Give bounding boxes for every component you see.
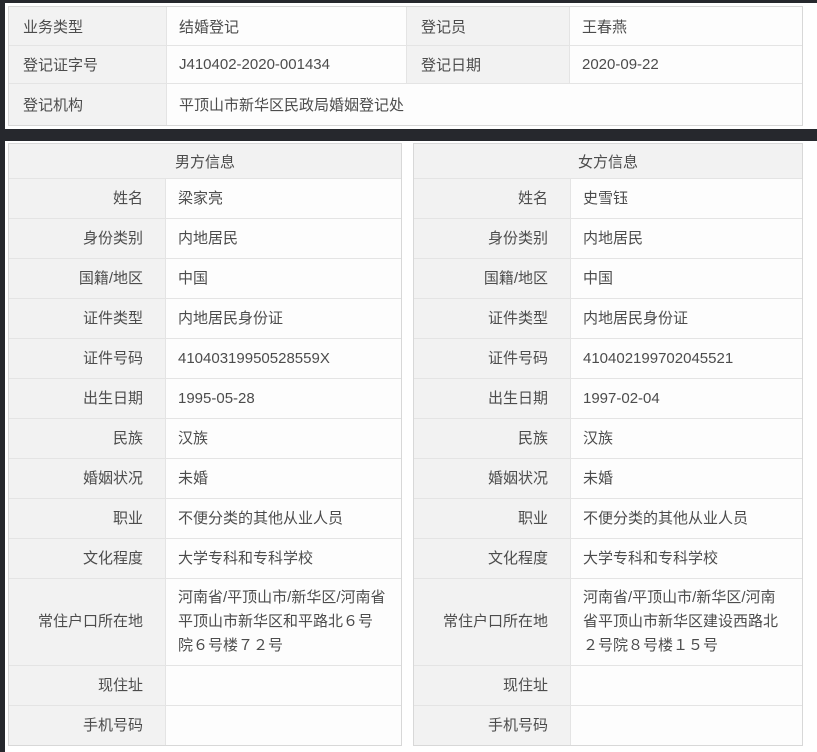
field-row: 民族 汉族 — [9, 419, 401, 459]
field-value: 汉族 — [166, 419, 401, 458]
field-label: 证件号码 — [414, 339, 571, 378]
field-row: 姓名 梁家亮 — [9, 179, 401, 219]
section-divider — [0, 129, 817, 141]
field-label: 婚姻状况 — [9, 459, 166, 498]
agency-value: 平顶山市新华区民政局婚姻登记处 — [166, 83, 802, 125]
field-label: 婚姻状况 — [414, 459, 571, 498]
field-row: 婚姻状况 未婚 — [9, 459, 401, 499]
field-value: 未婚 — [571, 459, 802, 498]
field-value: 41040319950528559X — [166, 339, 401, 378]
field-label: 证件类型 — [9, 299, 166, 338]
field-row: 国籍/地区 中国 — [9, 259, 401, 299]
field-row: 证件号码 410402199702045521 — [414, 339, 802, 379]
field-value: 1995-05-28 — [166, 379, 401, 418]
field-value: 内地居民 — [166, 219, 401, 258]
field-value: 内地居民身份证 — [166, 299, 401, 338]
field-value: 内地居民 — [571, 219, 802, 258]
field-value — [166, 706, 401, 745]
field-value: 410402199702045521 — [571, 339, 802, 378]
field-label: 职业 — [414, 499, 571, 538]
registrar-label: 登记员 — [406, 7, 569, 45]
cert-no-value: J410402-2020-001434 — [166, 45, 406, 83]
field-value: 未婚 — [166, 459, 401, 498]
business-type-label: 业务类型 — [9, 7, 166, 45]
field-row: 婚姻状况 未婚 — [414, 459, 802, 499]
agency-label: 登记机构 — [9, 83, 166, 125]
field-row: 国籍/地区 中国 — [414, 259, 802, 299]
cert-no-label: 登记证字号 — [9, 45, 166, 83]
field-row: 姓名 史雪钰 — [414, 179, 802, 219]
field-label: 文化程度 — [414, 539, 571, 578]
field-label: 文化程度 — [9, 539, 166, 578]
field-label: 出生日期 — [414, 379, 571, 418]
field-value: 大学专科和专科学校 — [571, 539, 802, 578]
field-label: 证件号码 — [9, 339, 166, 378]
field-row: 现住址 — [9, 666, 401, 706]
field-row: 现住址 — [414, 666, 802, 706]
field-label: 身份类别 — [414, 219, 571, 258]
field-value — [166, 666, 401, 705]
field-label: 民族 — [414, 419, 571, 458]
field-row: 常住户口所在地 河南省/平顶山市/新华区/河南省平顶山市新华区建设西路北２号院８… — [414, 579, 802, 666]
field-value: 不便分类的其他从业人员 — [166, 499, 401, 538]
field-row: 证件类型 内地居民身份证 — [9, 299, 401, 339]
groom-info-table: 男方信息 姓名 梁家亮 身份类别 内地居民 国籍/地区 中国 证件类型 内地居民… — [8, 143, 402, 746]
field-row: 身份类别 内地居民 — [414, 219, 802, 259]
field-row: 民族 汉族 — [414, 419, 802, 459]
bride-info-table: 女方信息 姓名 史雪钰 身份类别 内地居民 国籍/地区 中国 证件类型 内地居民… — [413, 143, 803, 746]
field-row: 出生日期 1995-05-28 — [9, 379, 401, 419]
field-value: 内地居民身份证 — [571, 299, 802, 338]
field-row: 证件类型 内地居民身份证 — [414, 299, 802, 339]
field-row: 出生日期 1997-02-04 — [414, 379, 802, 419]
reg-date-value: 2020-09-22 — [569, 45, 802, 83]
field-label: 身份类别 — [9, 219, 166, 258]
field-label: 国籍/地区 — [414, 259, 571, 298]
registration-summary-table: 业务类型 结婚登记 登记员 王春燕 登记证字号 J410402-2020-001… — [8, 6, 803, 126]
field-row: 文化程度 大学专科和专科学校 — [414, 539, 802, 579]
field-value: 不便分类的其他从业人员 — [571, 499, 802, 538]
field-label: 现住址 — [414, 666, 571, 705]
field-value: 中国 — [571, 259, 802, 298]
field-row: 证件号码 41040319950528559X — [9, 339, 401, 379]
field-label: 姓名 — [414, 179, 571, 218]
field-value: 河南省/平顶山市/新华区/河南省平顶山市新华区建设西路北２号院８号楼１５号 — [571, 579, 802, 665]
field-row: 常住户口所在地 河南省/平顶山市/新华区/河南省平顶山市新华区和平路北６号院６号… — [9, 579, 401, 666]
field-row: 职业 不便分类的其他从业人员 — [9, 499, 401, 539]
field-value: 梁家亮 — [166, 179, 401, 218]
field-label: 手机号码 — [414, 706, 571, 745]
window-top-edge — [0, 0, 817, 3]
field-row: 手机号码 — [9, 706, 401, 745]
field-label: 常住户口所在地 — [9, 579, 166, 665]
field-value — [571, 666, 802, 705]
field-label: 证件类型 — [414, 299, 571, 338]
registrar-value: 王春燕 — [569, 7, 802, 45]
bride-table-title: 女方信息 — [414, 144, 802, 179]
field-value: 中国 — [166, 259, 401, 298]
field-label: 手机号码 — [9, 706, 166, 745]
field-row: 文化程度 大学专科和专科学校 — [9, 539, 401, 579]
groom-table-title: 男方信息 — [9, 144, 401, 179]
field-value: 河南省/平顶山市/新华区/河南省平顶山市新华区和平路北６号院６号楼７２号 — [166, 579, 401, 665]
field-value — [571, 706, 802, 745]
field-value: 1997-02-04 — [571, 379, 802, 418]
field-value: 史雪钰 — [571, 179, 802, 218]
field-label: 出生日期 — [9, 379, 166, 418]
field-value: 大学专科和专科学校 — [166, 539, 401, 578]
field-label: 国籍/地区 — [9, 259, 166, 298]
field-row: 身份类别 内地居民 — [9, 219, 401, 259]
business-type-value: 结婚登记 — [166, 7, 406, 45]
window-left-edge — [0, 0, 5, 752]
field-label: 姓名 — [9, 179, 166, 218]
field-label: 职业 — [9, 499, 166, 538]
field-label: 常住户口所在地 — [414, 579, 571, 665]
reg-date-label: 登记日期 — [406, 45, 569, 83]
field-value: 汉族 — [571, 419, 802, 458]
field-row: 手机号码 — [414, 706, 802, 745]
field-row: 职业 不便分类的其他从业人员 — [414, 499, 802, 539]
field-label: 民族 — [9, 419, 166, 458]
field-label: 现住址 — [9, 666, 166, 705]
